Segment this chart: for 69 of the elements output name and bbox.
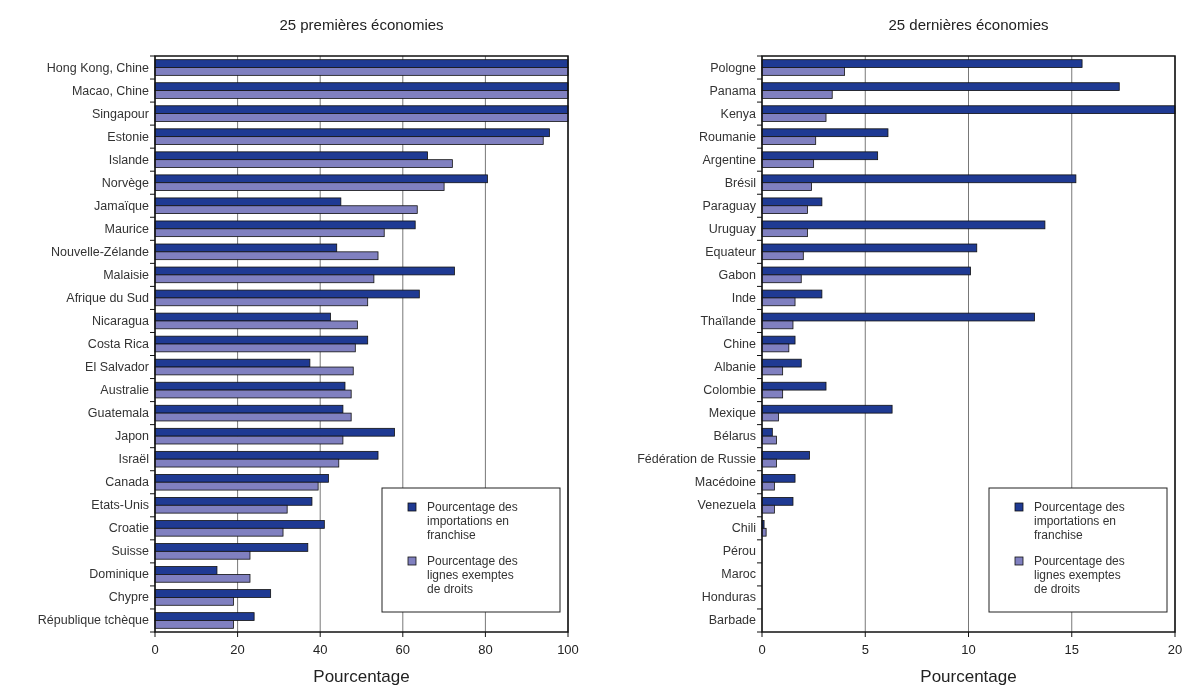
x-tick-label: 40	[312, 642, 328, 657]
y-tick-label: Australie	[100, 383, 150, 398]
y-tick-label: Jamaïque	[94, 198, 150, 213]
y-tick-label: Albanie	[714, 360, 757, 375]
y-tick-label: Gabon	[718, 267, 757, 282]
y-tick-label: Estonie	[107, 129, 150, 144]
x-tick-label: 60	[395, 642, 411, 657]
x-tick-label: 15	[1064, 642, 1079, 657]
legend-label: Pourcentage des importations en franchise	[1034, 500, 1125, 542]
y-tick-label: Nouvelle-Zélande	[51, 244, 150, 259]
x-tick-label: 80	[478, 642, 493, 657]
y-tick-label: El Salvador	[85, 360, 149, 375]
y-tick-label: Japon	[114, 429, 150, 444]
x-axis-title: Pourcentage	[920, 667, 1017, 686]
y-tick-label: Honduras	[701, 590, 756, 605]
x-tick-label: 100	[557, 642, 579, 657]
y-tick-label: Roumanie	[699, 129, 757, 144]
x-tick-label: 20	[230, 642, 245, 657]
legend-label: Pourcentage des lignes exemptes de droits	[1034, 554, 1125, 596]
y-tick-label: Hong Kong, Chine	[46, 60, 150, 75]
y-tick-label: Maurice	[104, 221, 150, 236]
y-tick-label: Mexique	[708, 406, 757, 421]
x-tick-label: 0	[758, 642, 766, 657]
y-tick-label: Paraguay	[702, 198, 757, 213]
y-tick-label: Croatie	[108, 521, 150, 536]
x-tick-label: 0	[151, 642, 159, 657]
y-tick-label: Pologne	[710, 60, 757, 75]
y-tick-label: Norvège	[101, 175, 150, 190]
y-tick-label: Etats-Unis	[91, 498, 149, 513]
y-tick-label: Macédoine	[694, 475, 757, 490]
y-tick-label: Colombie	[703, 383, 757, 398]
y-tick-label: Chili	[731, 521, 756, 536]
y-tick-label: Panama	[709, 83, 757, 98]
y-tick-label: République tchèque	[37, 613, 150, 628]
y-tick-label: Equateur	[705, 244, 756, 259]
y-tick-label: Guatemala	[87, 406, 150, 421]
y-tick-label: Argentine	[702, 152, 757, 167]
y-tick-label: Thaïlande	[700, 313, 757, 328]
y-tick-label: Canada	[105, 475, 150, 490]
legend-label: Pourcentage des importations en franchise	[427, 500, 518, 542]
y-tick-label: Kenya	[720, 106, 757, 121]
y-tick-label: Brésil	[724, 175, 756, 190]
chart-title: 25 dernières économies	[888, 16, 1049, 33]
y-tick-label: Nicaragua	[92, 313, 150, 328]
y-tick-label: Afrique du Sud	[66, 290, 150, 305]
y-tick-label: Singapour	[92, 106, 149, 121]
x-tick-label: 10	[961, 642, 976, 657]
y-tick-label: Maroc	[721, 567, 756, 582]
y-tick-label: Chine	[723, 337, 757, 351]
y-tick-label: Barbade	[708, 613, 757, 628]
y-tick-label: Pérou	[722, 544, 757, 559]
y-tick-label: Chypre	[108, 590, 150, 605]
x-tick-label: 20	[1167, 642, 1183, 657]
y-tick-label: Fédération de Russie	[637, 452, 757, 467]
y-tick-label: Macao, Chine	[71, 83, 150, 98]
x-axis-title: Pourcentage	[313, 667, 410, 686]
y-tick-label: Bélarus	[713, 429, 756, 444]
chart-title: 25 premières économies	[279, 16, 444, 33]
y-tick-label: Venezuela	[697, 498, 757, 513]
y-tick-label: Uruguay	[708, 221, 757, 236]
x-tick-label: 5	[861, 642, 869, 657]
y-tick-label: Suisse	[111, 544, 150, 559]
y-tick-label: Costa Rica	[87, 337, 150, 351]
y-tick-label: Malaisie	[103, 267, 150, 282]
y-tick-label: Dominique	[89, 567, 150, 582]
y-tick-label: Israël	[118, 452, 149, 467]
y-tick-label: Inde	[731, 290, 757, 305]
y-tick-label: Islande	[108, 152, 150, 167]
legend-label: Pourcentage des lignes exemptes de droits	[427, 554, 518, 596]
